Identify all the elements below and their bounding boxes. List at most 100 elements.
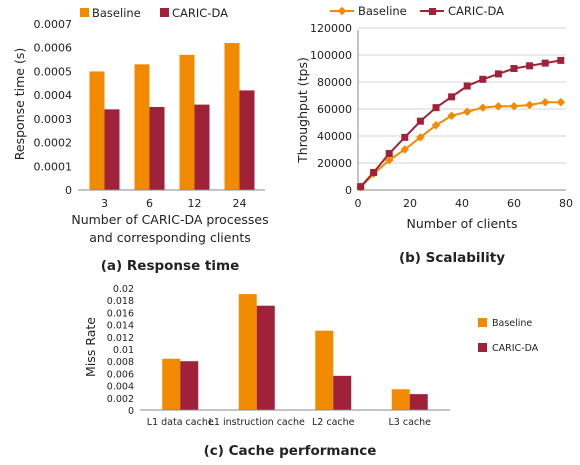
chart-b-line-caric-da xyxy=(359,59,561,188)
chart-b-legend-baseline: Baseline xyxy=(358,4,407,18)
chart-b-legend-marker-baseline xyxy=(337,6,347,16)
chart-a-xlabel-line2: and corresponding clients xyxy=(89,230,251,245)
chart-b-point-baseline xyxy=(525,100,534,110)
chart-a-bars xyxy=(89,42,255,191)
chart-c-bar-baseline-l1-instruction-cache xyxy=(238,294,257,410)
chart-a-bar-caric-da-6 xyxy=(149,107,165,190)
chart-b-legend-caric: CARIC-DA xyxy=(448,4,504,18)
chart-a-caption: (a) Response time xyxy=(101,258,239,274)
chart-b-y-tick: 0 xyxy=(345,184,352,197)
chart-c-bar-baseline-l1-data-cache xyxy=(162,358,181,410)
chart-b-point-baseline xyxy=(540,98,550,107)
chart-b-point-baseline xyxy=(400,145,410,154)
chart-b-xlabel: Number of clients xyxy=(406,216,517,231)
chart-b-scalability: Baseline CARIC-DA Throughput (tps) 02000… xyxy=(295,4,573,266)
chart-b-point-caric-da xyxy=(357,183,365,191)
chart-c-y-tick: 0.01 xyxy=(113,345,134,356)
chart-c-bar-caric-da-l3-cache xyxy=(409,394,428,410)
chart-b-point-baseline xyxy=(384,156,394,165)
chart-c-x-tick: L1 data cache xyxy=(147,417,214,428)
chart-b-x-tick: 0 xyxy=(355,197,362,210)
chart-c-y-tick: 0.014 xyxy=(107,321,134,332)
chart-b-point-caric-da xyxy=(494,70,502,78)
chart-a-y-tick: 0.0007 xyxy=(34,18,73,31)
chart-b-y-ticks: 0 20000 40000 60000 80000 100000 120000 xyxy=(310,22,352,197)
chart-b-legend: Baseline CARIC-DA xyxy=(330,4,504,18)
chart-b-point-baseline xyxy=(447,111,456,120)
chart-b-x-tick: 80 xyxy=(559,197,573,210)
chart-c-legend-caric: CARIC-DA xyxy=(492,343,539,354)
chart-c-legend-swatch-baseline xyxy=(478,318,487,327)
chart-c-bar-baseline-l2-cache xyxy=(315,330,334,410)
chart-c-y-tick: 0.018 xyxy=(107,296,134,307)
chart-a-legend-swatch-caric xyxy=(160,8,169,17)
chart-b-point-baseline xyxy=(462,107,472,116)
chart-b-ylabel: Throughput (tps) xyxy=(295,57,310,164)
chart-b-y-tick: 120000 xyxy=(310,22,352,35)
chart-a-legend: Baseline CARIC-DA xyxy=(80,6,228,20)
chart-c-ylabel: Miss Rate xyxy=(83,317,98,377)
chart-a-y-tick: 0.0001 xyxy=(34,160,73,173)
chart-b-point-baseline xyxy=(416,133,425,142)
chart-b-point-caric-da xyxy=(432,104,440,112)
chart-b-x-ticks: 0 20 40 60 80 xyxy=(355,197,574,210)
chart-a-x-tick: 24 xyxy=(233,197,247,210)
chart-b-y-tick: 100000 xyxy=(310,49,352,62)
chart-b-point-caric-da xyxy=(557,56,565,64)
chart-a-y-tick: 0 xyxy=(65,184,72,197)
chart-a-bar-baseline-12 xyxy=(179,54,195,191)
chart-a-response-time: Baseline CARIC-DA Response time (s) 0 0.0… xyxy=(12,6,269,274)
chart-b-point-caric-da xyxy=(541,59,549,67)
chart-b-point-caric-da xyxy=(526,62,534,70)
chart-b-y-tick: 40000 xyxy=(317,130,352,143)
chart-a-y-tick: 0.0004 xyxy=(34,89,73,102)
chart-b-gridlines xyxy=(358,27,566,164)
chart-b-point-caric-da xyxy=(479,75,487,83)
chart-b-line-baseline xyxy=(359,101,561,188)
chart-c-caption: (c) Cache performance xyxy=(204,443,377,459)
chart-b-x-tick: 20 xyxy=(403,197,417,210)
chart-c-x-tick: L1 instruction cache xyxy=(209,417,305,428)
chart-c-bar-caric-da-l2-cache xyxy=(333,375,352,410)
chart-b-y-tick: 60000 xyxy=(317,103,352,116)
chart-c-y-tick: 0.004 xyxy=(107,382,134,393)
chart-b-point-baseline xyxy=(431,120,441,130)
chart-b-caption: (b) Scalability xyxy=(399,250,505,266)
chart-b-point-caric-da xyxy=(448,93,456,101)
chart-b-point-baseline xyxy=(478,103,488,112)
chart-c-bar-caric-da-l1-data-cache xyxy=(180,361,199,410)
chart-a-bar-baseline-24 xyxy=(224,42,240,190)
chart-a-bar-baseline-3 xyxy=(89,71,105,190)
chart-a-bar-caric-da-3 xyxy=(104,109,120,190)
chart-a-x-tick: 12 xyxy=(188,197,202,210)
chart-b-x-tick: 60 xyxy=(507,197,521,210)
chart-b-point-baseline xyxy=(556,98,566,107)
chart-a-bar-baseline-6 xyxy=(134,64,150,190)
chart-b-legend-marker-caric xyxy=(429,8,436,15)
chart-a-ylabel: Response time (s) xyxy=(12,48,27,161)
chart-c-y-tick: 0.016 xyxy=(107,308,134,319)
chart-b-point-caric-da xyxy=(401,133,409,141)
chart-a-x-tick: 6 xyxy=(146,197,153,210)
chart-c-y-tick: 0.002 xyxy=(107,394,134,405)
chart-a-y-tick: 0.0003 xyxy=(34,113,73,126)
chart-a-x-ticks: 3 6 12 24 xyxy=(101,197,247,210)
chart-b-point-caric-da xyxy=(416,117,424,125)
chart-b-y-tick: 20000 xyxy=(317,157,352,170)
chart-c-y-tick: 0.006 xyxy=(107,369,134,380)
chart-b-point-caric-da xyxy=(510,65,518,72)
chart-b-point-caric-da xyxy=(370,168,378,176)
chart-a-y-tick: 0.0005 xyxy=(34,65,73,78)
chart-b-x-tick: 40 xyxy=(455,197,469,210)
chart-c-bars xyxy=(162,294,428,410)
chart-c-y-tick: 0.02 xyxy=(113,284,134,295)
chart-b-point-caric-da xyxy=(463,82,471,90)
chart-a-legend-swatch-baseline xyxy=(80,8,89,17)
chart-a-bar-caric-da-24 xyxy=(239,90,255,190)
chart-c-y-tick: 0 xyxy=(128,406,134,417)
chart-a-legend-caric: CARIC-DA xyxy=(172,6,228,20)
chart-a-y-tick: 0.0002 xyxy=(34,137,73,150)
